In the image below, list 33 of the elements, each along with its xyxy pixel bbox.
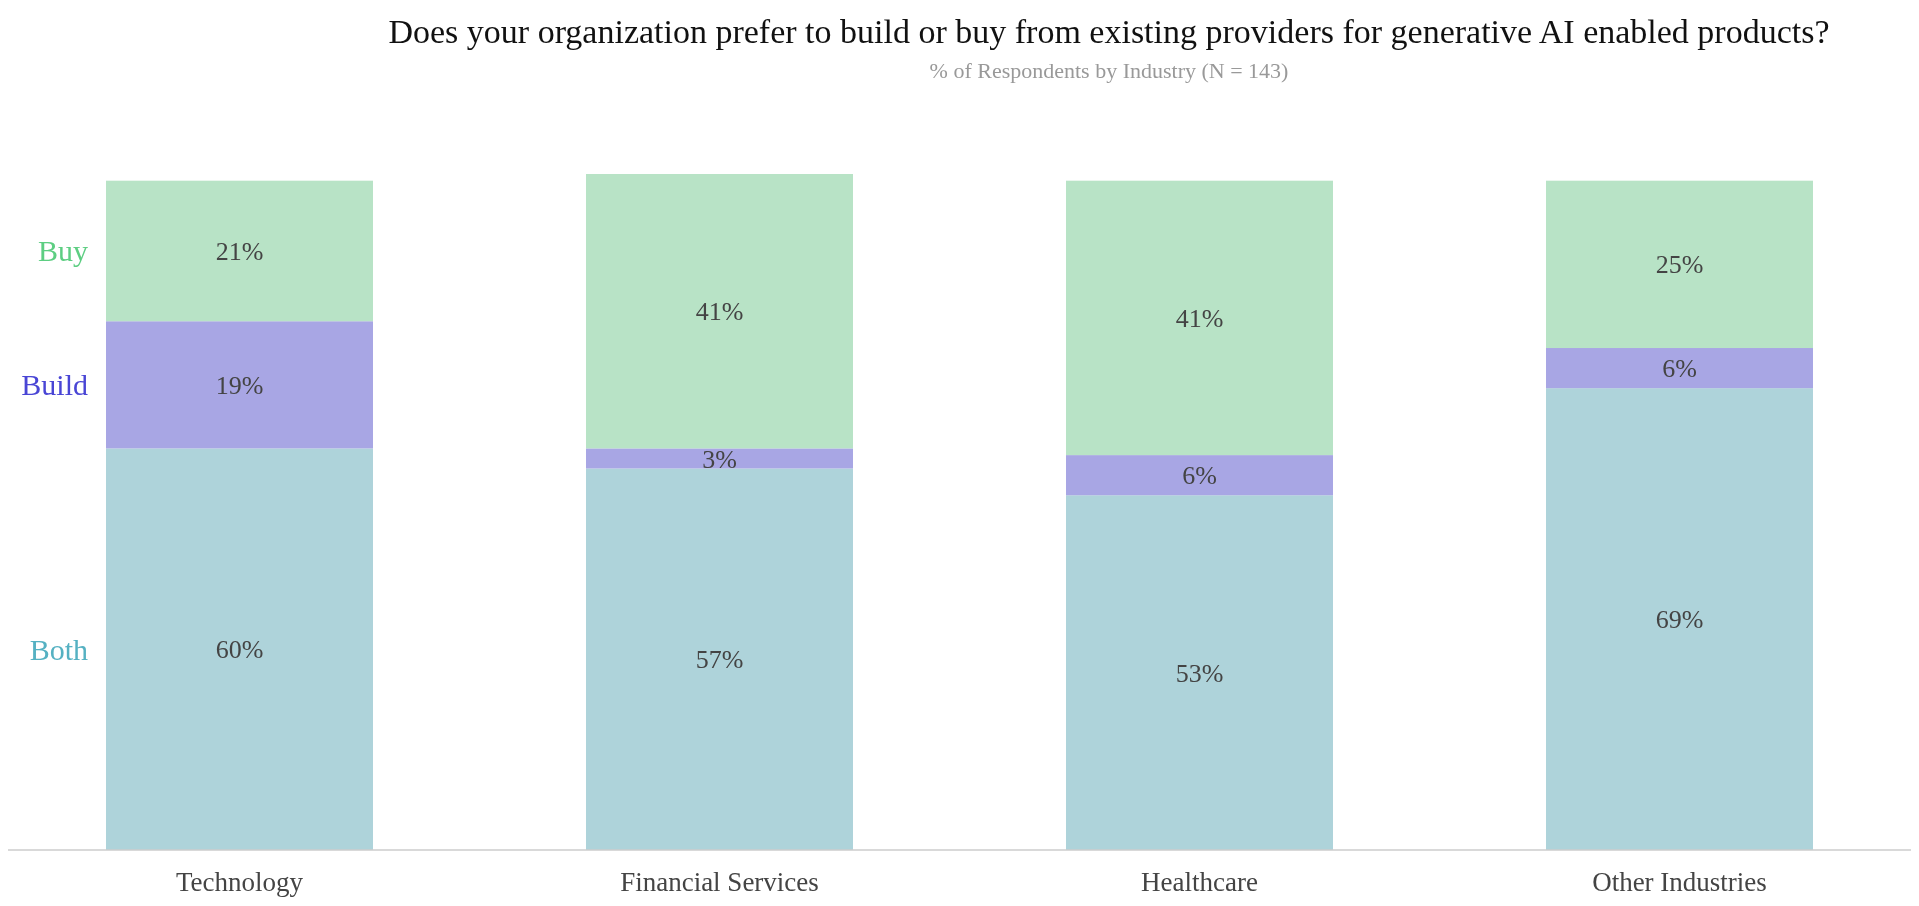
data-label: 41% [695,297,744,327]
x-tick-label: Technology [175,867,304,897]
data-label: 6% [1182,461,1217,491]
data-label: 53% [1175,658,1224,688]
data-label: 21% [215,237,264,267]
series-label: Buy [37,234,88,268]
bar [586,468,853,850]
x-tick-label: Financial Services [620,867,819,897]
data-label: 25% [1655,250,1704,280]
data-label: 19% [215,370,264,400]
bar [106,448,373,850]
bar [106,321,373,449]
bar [1066,455,1333,496]
chart-subtitle: % of Respondents by Industry (N = 143) [929,58,1289,83]
data-label: 60% [215,635,264,665]
bar [1546,348,1813,389]
bar [1546,388,1813,850]
series-label: Build [21,368,88,402]
bar [586,174,853,449]
x-tick-label: Other Industries [1592,867,1767,897]
chart-title: Does your organization prefer to build or buy from existing providers for generative AI enabled products? [388,13,1830,50]
data-label: 69% [1655,605,1704,635]
data-label: 41% [1175,304,1224,333]
data-label: 57% [695,645,744,675]
x-tick-label: Healthcare [1141,867,1258,897]
bar [1066,180,1333,456]
series-label: Both [29,632,88,666]
bar [586,448,853,469]
bar [106,180,373,322]
bar [1066,495,1333,850]
bar [1546,180,1813,349]
data-label: 3% [702,444,737,474]
data-label: 6% [1662,354,1697,384]
